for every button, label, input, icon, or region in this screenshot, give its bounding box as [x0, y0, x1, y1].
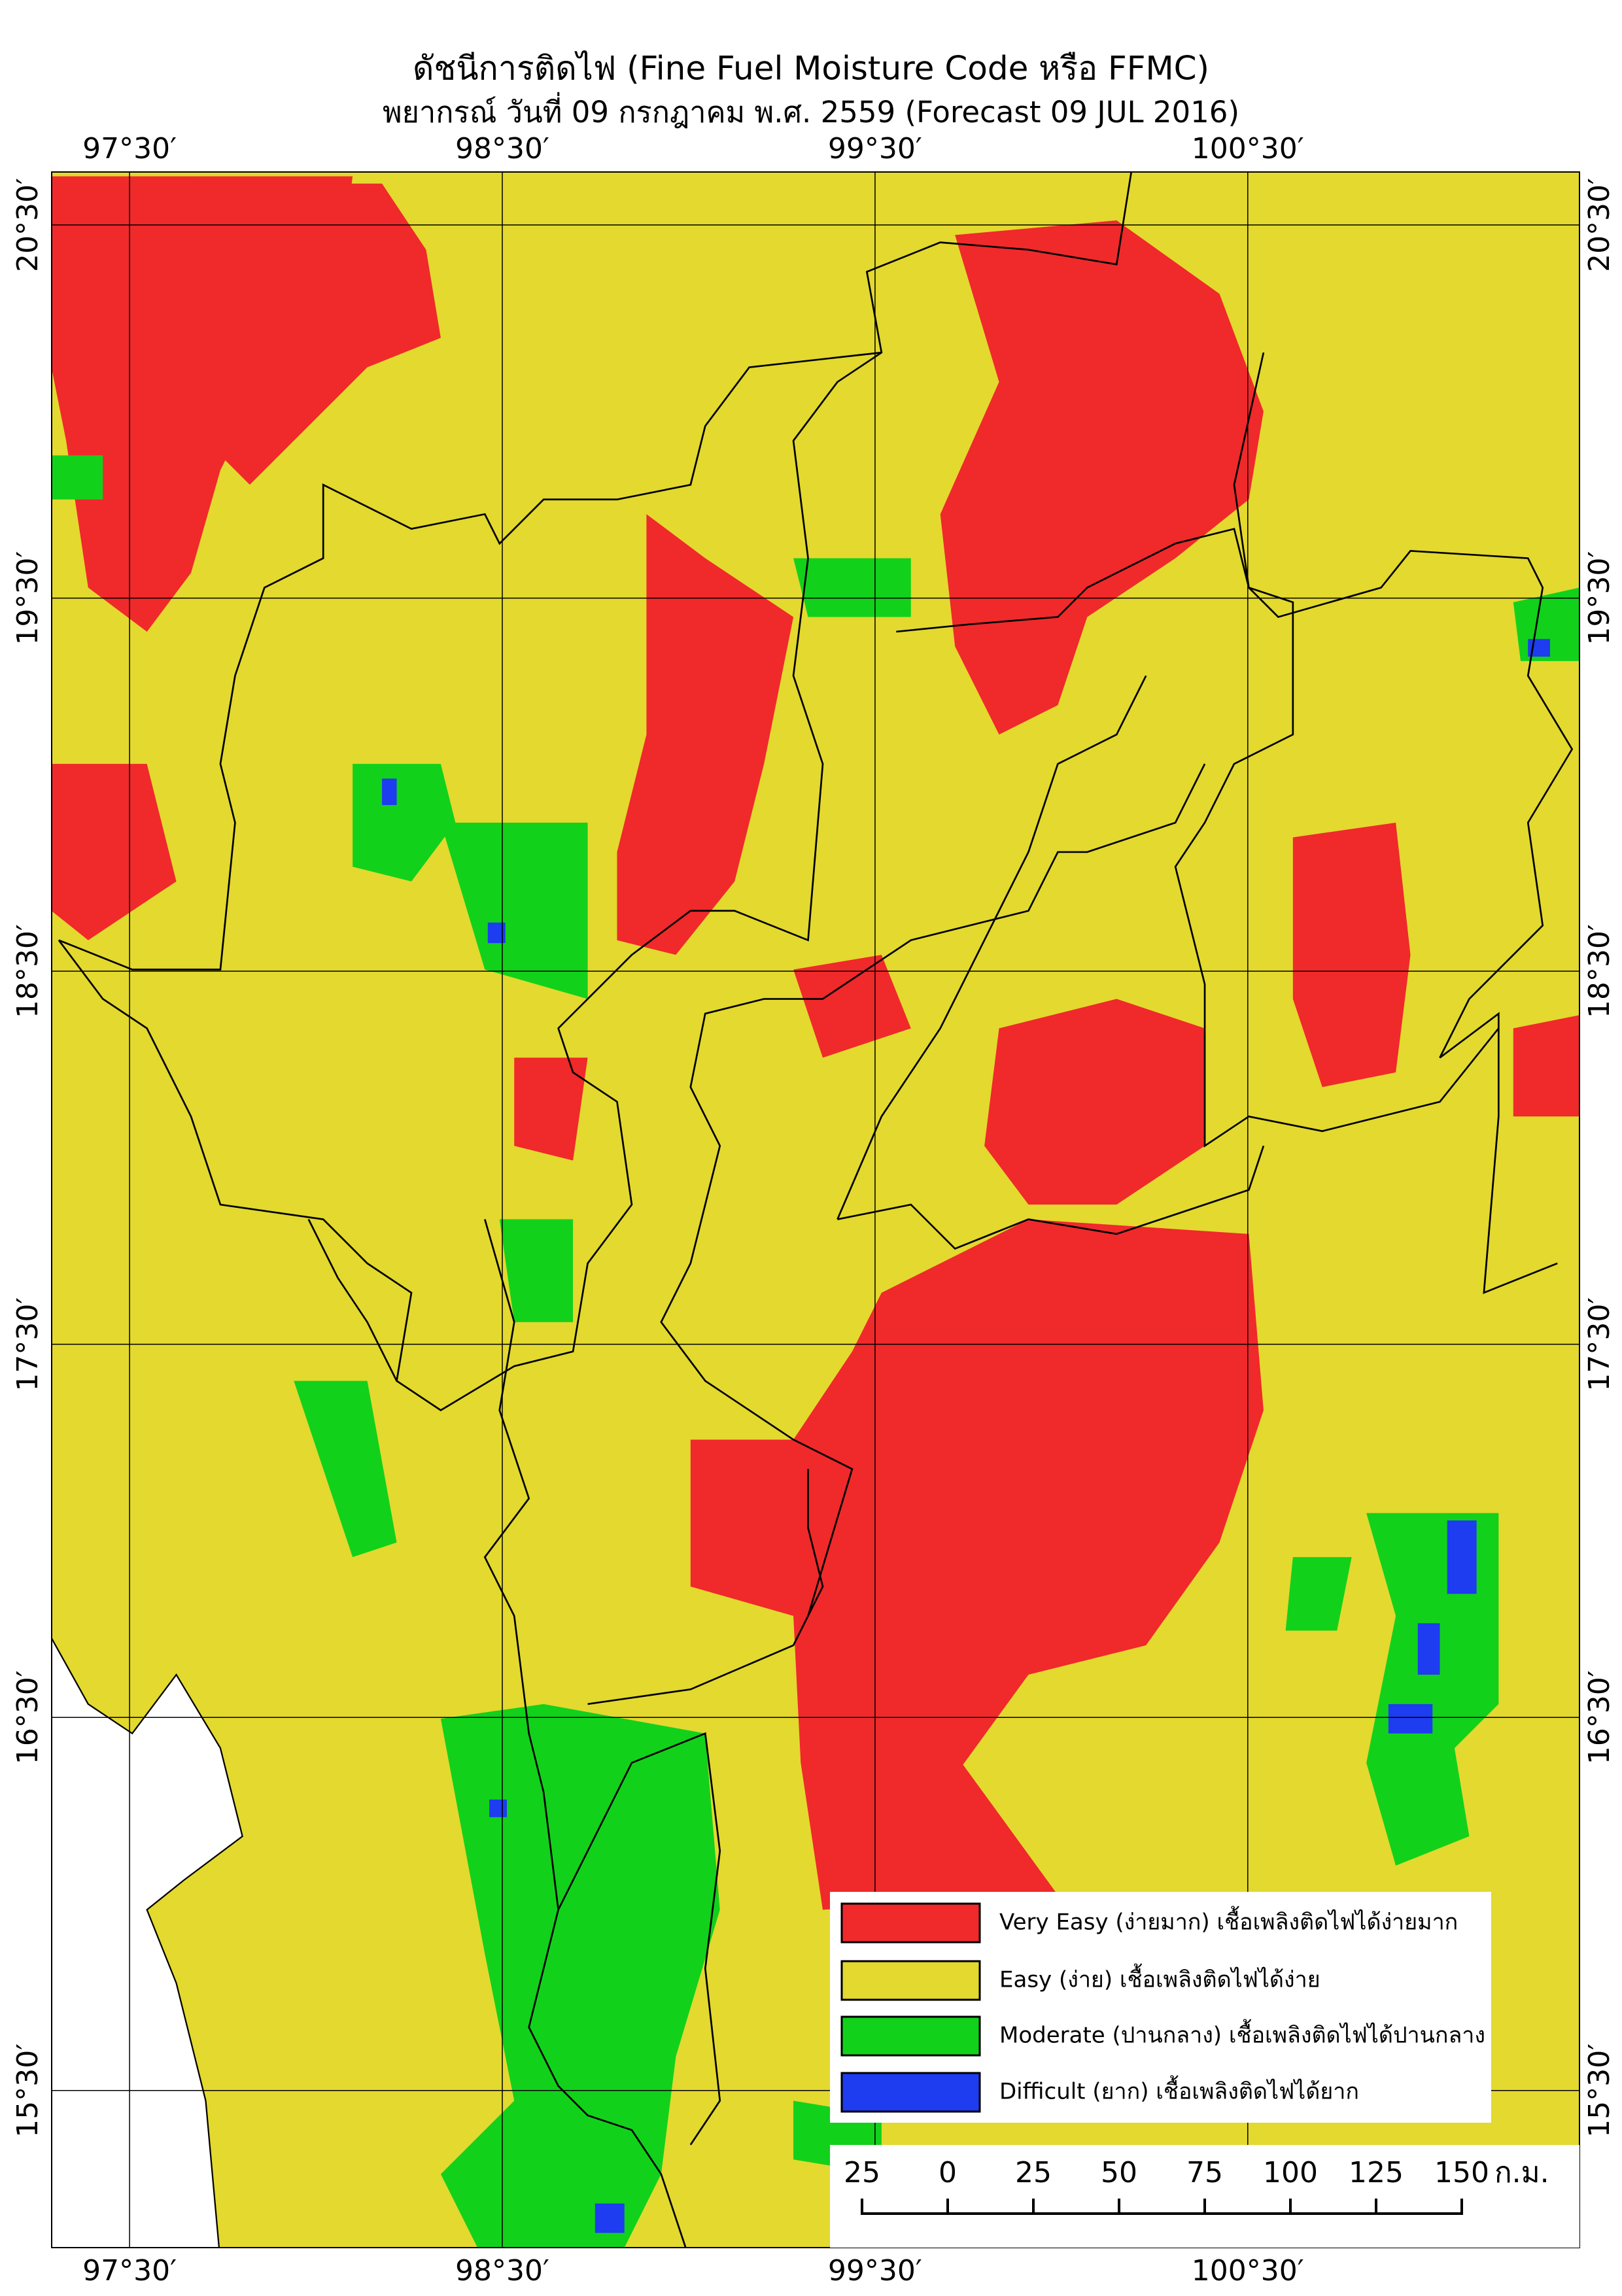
- lat-tick-label: 16°30′: [1583, 1670, 1616, 1764]
- scale-bar-label: 25: [844, 2156, 880, 2189]
- lat-tick-label: 20°30′: [1583, 178, 1616, 272]
- legend-label: Difficult (ยาก) เชื้อเพลิงติดไฟได้ยาก: [999, 2076, 1359, 2105]
- legend-label: Easy (ง่าย) เชื้อเพลิงติดไฟได้ง่าย: [999, 1964, 1320, 1993]
- scale-bar: 25 0 25 50 75 100 125 150 ก.ม.: [830, 2145, 1579, 2248]
- scale-bar-label: 150: [1434, 2156, 1489, 2189]
- legend-label: Moderate (ปานกลาง) เชื้อเพลิงติดไฟได้ปาน…: [999, 2019, 1485, 2049]
- lon-tick-label: 97°30′: [82, 2254, 177, 2287]
- scale-bar-label: 100: [1263, 2156, 1318, 2189]
- title: ดัชนีการติดไฟ (Fine Fuel Moisture Code ห…: [413, 50, 1209, 88]
- moderate-areas: [52, 455, 1579, 2248]
- fire-index-raster: [52, 172, 1579, 2248]
- legend-swatch: [840, 2015, 981, 2057]
- lon-tick-label: 100°30′: [1192, 132, 1304, 165]
- lat-tick-label: 20°30′: [11, 178, 44, 272]
- legend: Very Easy (ง่ายมาก) เชื้อเพลิงติดไฟได้ง่…: [830, 1892, 1491, 2123]
- lat-tick-label: 19°30′: [11, 551, 44, 645]
- lon-tick-label: 100°30′: [1192, 2254, 1304, 2287]
- scale-bar-label: 50: [1101, 2156, 1137, 2189]
- legend-swatch: [840, 2072, 981, 2113]
- very-easy-areas: [52, 176, 1579, 1910]
- province-borders: [58, 172, 1574, 2248]
- legend-swatch: [840, 1960, 981, 2001]
- lat-tick-label: 18°30′: [1583, 924, 1616, 1018]
- scale-bar-box: [830, 2145, 1579, 2248]
- lat-tick-label: 17°30′: [1583, 1297, 1616, 1392]
- scale-bar-unit: ก.ม.: [1494, 2156, 1549, 2189]
- legend-swatch: [840, 1902, 981, 1944]
- map: [52, 172, 1579, 2248]
- lat-tick-label: 15°30′: [11, 2044, 44, 2138]
- subtitle: พยากรณ์ วันที่ 09 กรกฎาคม พ.ศ. 2559 (For…: [383, 92, 1239, 129]
- legend-label: Very Easy (ง่ายมาก) เชื้อเพลิงติดไฟได้ง่…: [999, 1906, 1458, 1936]
- map-frame: [51, 171, 1580, 2248]
- lon-tick-label: 97°30′: [82, 132, 177, 165]
- lat-tick-label: 18°30′: [11, 924, 44, 1018]
- lon-tick-label: 98°30′: [455, 132, 549, 165]
- scale-bar-label: 75: [1186, 2156, 1223, 2189]
- lat-tick-label: 19°30′: [1583, 551, 1616, 645]
- lon-tick-label: 99°30′: [828, 2254, 922, 2287]
- lon-tick-label: 98°30′: [455, 2254, 549, 2287]
- lat-tick-label: 17°30′: [11, 1297, 44, 1392]
- lon-tick-label: 99°30′: [828, 132, 922, 165]
- sea: [52, 1637, 243, 2248]
- scale-bar-label: 125: [1349, 2156, 1404, 2189]
- scale-bar-label: 25: [1015, 2156, 1052, 2189]
- scale-bar-label: 0: [939, 2156, 957, 2189]
- lat-tick-label: 15°30′: [1583, 2044, 1616, 2138]
- lat-tick-label: 16°30′: [11, 1670, 44, 1764]
